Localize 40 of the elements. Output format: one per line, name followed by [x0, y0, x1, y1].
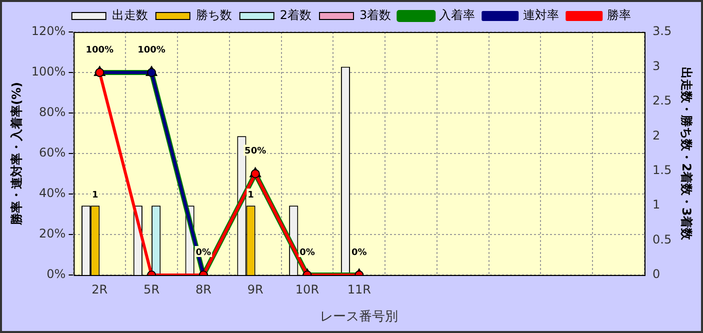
- y-tick-label: 0%: [46, 267, 66, 282]
- y-tick-label: 20%: [39, 226, 66, 241]
- data-label: 1: [248, 190, 254, 200]
- x-tick-label: 2R: [92, 282, 108, 296]
- data-label: 0%: [196, 248, 212, 258]
- point: [147, 68, 156, 77]
- y-tick-label: 40%: [39, 186, 66, 200]
- x-tick-label: 5R: [144, 282, 160, 296]
- data-label: 100%: [86, 45, 114, 56]
- y-tick-label: 100%: [31, 64, 66, 79]
- legend-label: 勝率: [607, 8, 632, 22]
- y2-tick-label: 2: [652, 128, 660, 142]
- y2-axis-title: 出走数・勝ち数・2着数・3着数: [680, 67, 694, 241]
- y-tick-label: 60%: [39, 146, 66, 160]
- y2-tick-label: 1.5: [652, 162, 672, 177]
- legend-label: 連対率: [523, 8, 560, 22]
- legend-label: 3着数: [360, 8, 392, 22]
- data-label: 0%: [351, 248, 367, 258]
- y2-tick-label: 0: [652, 267, 660, 282]
- legend-label: 入着率: [439, 8, 476, 22]
- y2-tick-label: 3: [652, 58, 660, 73]
- x-tick-label: 8R: [195, 282, 212, 296]
- data-label: 0%: [300, 248, 315, 258]
- y2-tick-label: 2.5: [652, 94, 672, 108]
- data-label: 50%: [244, 146, 266, 157]
- x-tick-label: 11R: [347, 282, 371, 296]
- x-axis-title: レース番号別: [320, 310, 398, 325]
- data-label: 100%: [138, 45, 166, 56]
- y-axis-title: 勝率・連対率・入着率(%): [9, 82, 24, 226]
- data-label: 1: [92, 190, 98, 200]
- legend-label: 勝ち数: [196, 8, 232, 22]
- y2-tick-label: 1: [652, 198, 660, 212]
- legend-label: 出走数: [112, 8, 148, 22]
- x-tick-label: 10R: [295, 282, 320, 296]
- legend-label: 2着数: [280, 8, 312, 22]
- y-tick-label: 120%: [31, 24, 66, 38]
- x-tick-label: 9R: [247, 282, 264, 296]
- y-tick-label: 80%: [39, 105, 66, 120]
- y2-tick-label: 3.5: [652, 24, 672, 38]
- y2-tick-label: 0.5: [652, 232, 672, 246]
